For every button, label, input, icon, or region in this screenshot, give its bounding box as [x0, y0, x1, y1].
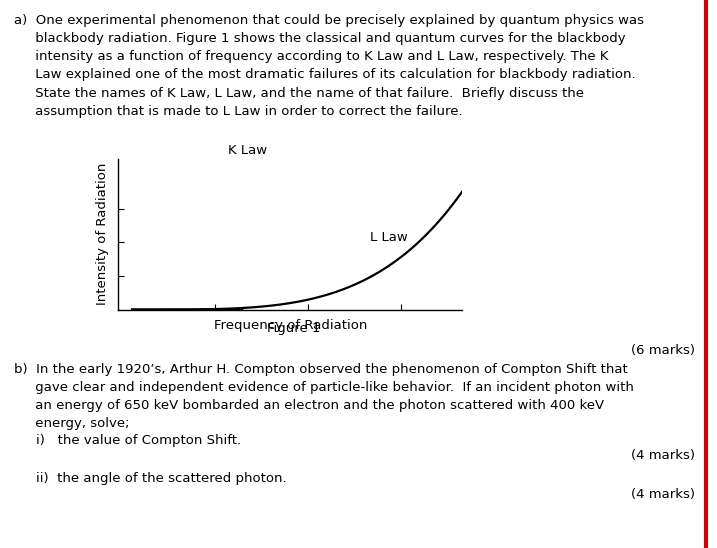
- Y-axis label: Intensity of Radiation: Intensity of Radiation: [96, 163, 109, 305]
- Text: (4 marks): (4 marks): [632, 449, 695, 463]
- Text: ii)  the angle of the scattered photon.: ii) the angle of the scattered photon.: [36, 472, 287, 486]
- Text: Figure 1: Figure 1: [267, 322, 320, 335]
- X-axis label: Frequency of Radiation: Frequency of Radiation: [214, 318, 367, 332]
- Text: (6 marks): (6 marks): [632, 344, 695, 357]
- Text: K Law: K Law: [229, 144, 267, 157]
- Text: i)   the value of Compton Shift.: i) the value of Compton Shift.: [36, 434, 241, 447]
- Text: (4 marks): (4 marks): [632, 488, 695, 501]
- Text: a)  One experimental phenomenon that could be precisely explained by quantum phy: a) One experimental phenomenon that coul…: [14, 14, 645, 118]
- Text: b)  In the early 1920’s, Arthur H. Compton observed the phenomenon of Compton Sh: b) In the early 1920’s, Arthur H. Compto…: [14, 363, 635, 430]
- Text: L Law: L Law: [369, 231, 407, 244]
